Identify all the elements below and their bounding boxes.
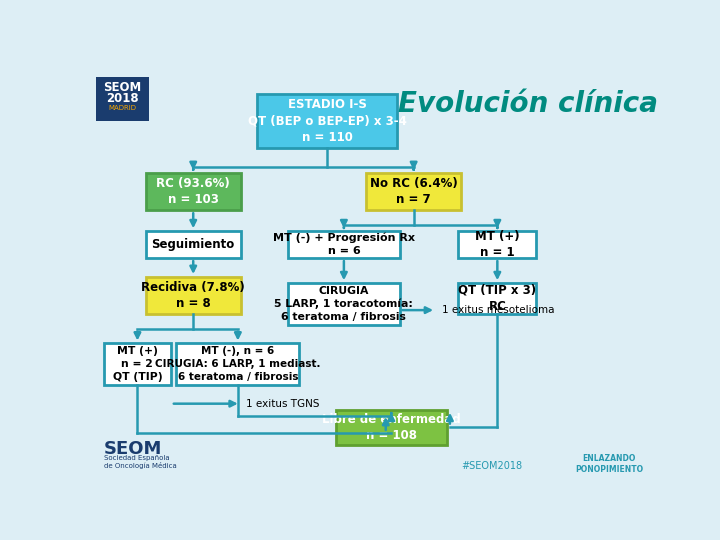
Text: Libre de enfermedad
n = 108: Libre de enfermedad n = 108 [322, 413, 461, 442]
Text: 1 exitus TGNS: 1 exitus TGNS [246, 399, 320, 409]
Text: 2018: 2018 [106, 92, 138, 105]
FancyBboxPatch shape [145, 231, 240, 258]
FancyBboxPatch shape [288, 231, 400, 258]
Text: MT (-) + Progresión Rx
n = 6: MT (-) + Progresión Rx n = 6 [273, 233, 415, 256]
Text: Evolución clínica: Evolución clínica [398, 90, 658, 118]
Text: MT (+)
n = 1: MT (+) n = 1 [475, 230, 520, 259]
Text: No RC (6.4%)
n = 7: No RC (6.4%) n = 7 [370, 177, 457, 206]
FancyBboxPatch shape [459, 231, 536, 258]
Text: ESTADIO I-S
QT (BEP o BEP-EP) x 3-4
n = 110: ESTADIO I-S QT (BEP o BEP-EP) x 3-4 n = … [248, 98, 407, 144]
Text: RC (93.6%)
n = 103: RC (93.6%) n = 103 [156, 177, 230, 206]
FancyBboxPatch shape [336, 410, 447, 446]
FancyBboxPatch shape [288, 283, 400, 325]
Text: MT (-), n = 6
CIRUGIA: 6 LARP, 1 mediast.
6 teratoma / fibrosis: MT (-), n = 6 CIRUGIA: 6 LARP, 1 mediast… [155, 346, 320, 382]
FancyBboxPatch shape [96, 77, 148, 121]
FancyBboxPatch shape [176, 343, 300, 385]
FancyBboxPatch shape [258, 94, 397, 148]
Text: SEOM: SEOM [104, 441, 162, 458]
Text: QT (TIP x 3)
RC: QT (TIP x 3) RC [458, 284, 536, 313]
Text: MT (+)
n = 2
QT (TIP): MT (+) n = 2 QT (TIP) [112, 346, 162, 382]
FancyBboxPatch shape [145, 173, 240, 210]
FancyBboxPatch shape [366, 173, 461, 210]
FancyBboxPatch shape [459, 283, 536, 314]
Text: MADRID: MADRID [108, 105, 136, 111]
Text: ENLAZANDO
PONOPIMIENTO: ENLAZANDO PONOPIMIENTO [575, 454, 643, 474]
FancyBboxPatch shape [145, 277, 240, 314]
Text: SEOM: SEOM [103, 81, 141, 94]
Text: CIRUGIA
5 LARP, 1 toracotomía:
6 teratoma / fibrosis: CIRUGIA 5 LARP, 1 toracotomía: 6 teratom… [274, 286, 413, 322]
Text: Seguimiento: Seguimiento [152, 238, 235, 251]
Text: 1 exitus mesotelioma: 1 exitus mesotelioma [441, 305, 554, 315]
FancyBboxPatch shape [104, 343, 171, 385]
Text: Recidiva (7.8%)
n = 8: Recidiva (7.8%) n = 8 [141, 281, 245, 310]
Text: Sociedad Española
de Oncología Médica: Sociedad Española de Oncología Médica [104, 455, 176, 469]
Text: #SEOM2018: #SEOM2018 [462, 461, 522, 471]
